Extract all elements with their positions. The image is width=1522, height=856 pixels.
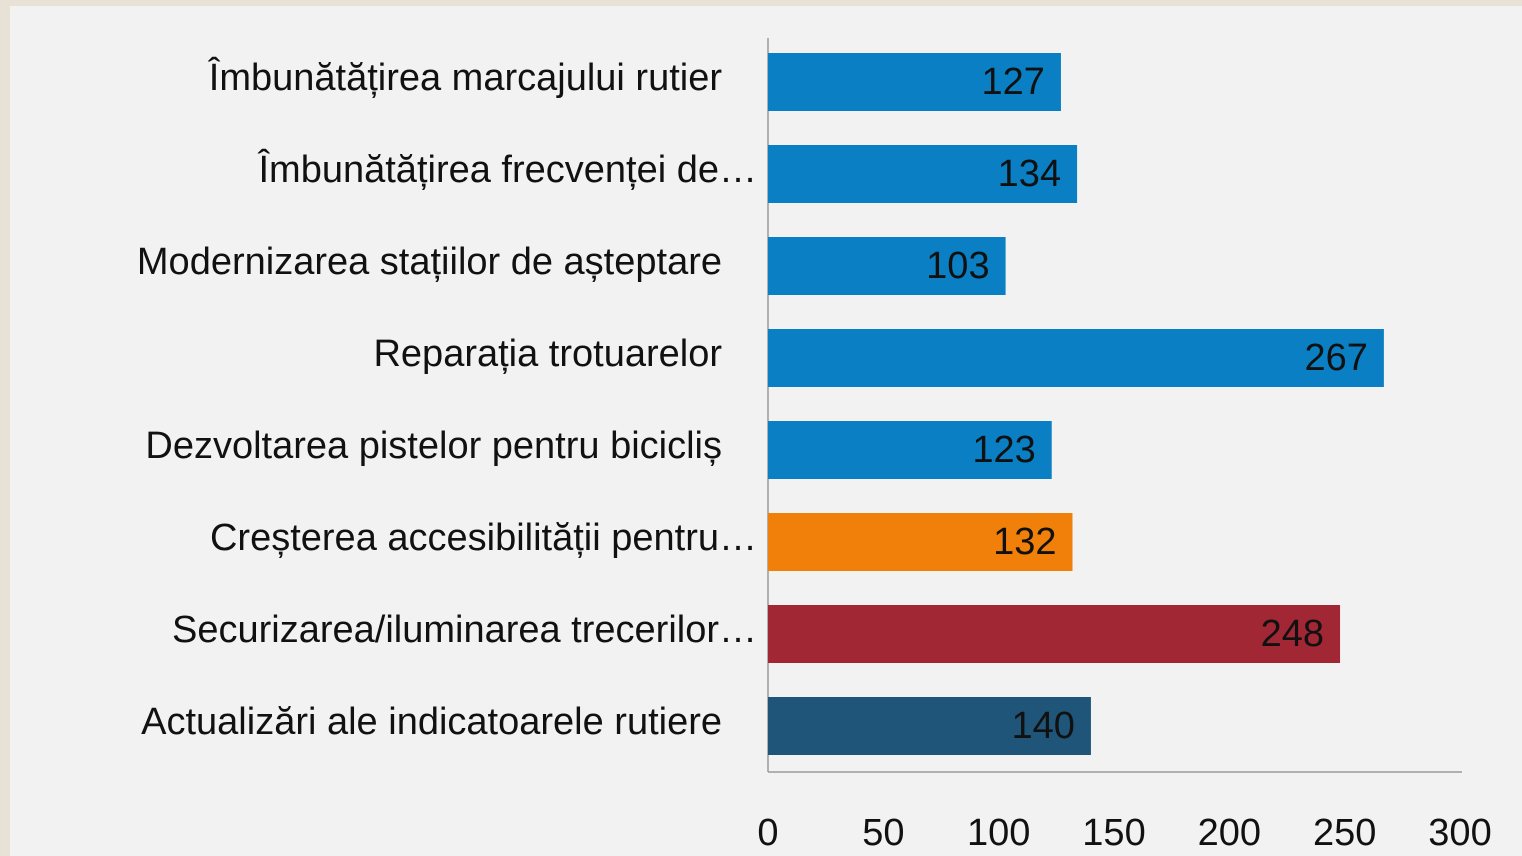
- value-label: 103: [926, 245, 989, 287]
- x-tick-label: 150: [1082, 812, 1145, 854]
- y-tick-label: Actualizări ale indicatoarele rutiere: [141, 701, 722, 743]
- y-tick-label: Îmbunătățirea marcajului rutier: [208, 56, 723, 99]
- y-tick-label: Creșterea accesibilității pentru…: [210, 517, 757, 559]
- bar: [768, 237, 1006, 295]
- bar: [768, 605, 1341, 663]
- x-tick-label: 100: [967, 812, 1030, 854]
- y-tick-label: Modernizarea stațiilor de așteptare: [137, 241, 722, 283]
- bar: [768, 421, 1052, 479]
- y-tick-label: Reparația trotuarelor: [373, 333, 722, 375]
- value-label: 140: [1012, 705, 1075, 747]
- value-label: 132: [993, 521, 1056, 563]
- bar: [768, 145, 1078, 203]
- y-tick-label: Îmbunătățirea frecvenței de…: [258, 148, 758, 191]
- bar: [768, 53, 1061, 111]
- y-tick-label: Dezvoltarea pistelor pentru bicicliș: [145, 425, 722, 467]
- x-tick-label: 0: [757, 812, 778, 854]
- bar: [768, 513, 1073, 571]
- x-tick-label: 250: [1313, 812, 1376, 854]
- plot-background: [10, 6, 1522, 856]
- value-label: 127: [982, 61, 1045, 103]
- value-label: 248: [1261, 613, 1324, 655]
- y-tick-label: Securizarea/iluminarea trecerilor…: [172, 609, 757, 651]
- value-label: 134: [998, 153, 1061, 195]
- bar: [768, 329, 1384, 387]
- x-tick-label: 300: [1428, 812, 1491, 854]
- value-label: 267: [1304, 337, 1367, 379]
- x-tick-label: 200: [1198, 812, 1261, 854]
- x-tick-label: 50: [862, 812, 904, 854]
- bar: [768, 697, 1091, 755]
- value-label: 123: [972, 429, 1035, 471]
